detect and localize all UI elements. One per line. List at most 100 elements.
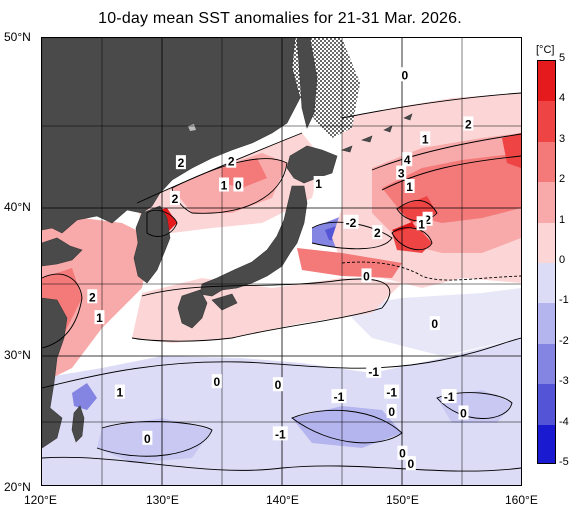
- contour-label: 2: [465, 117, 472, 131]
- lat-label-20n: 20°N: [4, 480, 31, 494]
- contour-label-bg: [114, 384, 125, 399]
- contour-label-bg: [429, 316, 440, 331]
- contour-label-bg: [87, 289, 98, 304]
- contour-label-bg: [384, 384, 400, 399]
- colorbar-segment: [538, 424, 555, 463]
- contour-label: 0: [235, 179, 242, 193]
- colorbar-tick-label: 1: [559, 213, 566, 226]
- contour-label: 3: [398, 167, 405, 181]
- contour-label-bg: [226, 153, 237, 168]
- colorbar-segment: [538, 303, 555, 344]
- colorbar-tick-label: 3: [559, 132, 566, 145]
- shikoku: [211, 293, 238, 311]
- contour-label: -2: [346, 216, 357, 230]
- colorbar-tick-label: 5: [559, 52, 566, 64]
- contour-label-bg: [402, 152, 413, 167]
- taiwan: [71, 405, 85, 443]
- colorbar-tick-label: 4: [559, 92, 566, 105]
- lon-label-130e: 130°E: [146, 493, 179, 507]
- contour-label-bg: [169, 190, 180, 205]
- colorbar-tick-label: 2: [559, 173, 566, 186]
- colorbar-segment: [538, 384, 555, 425]
- contour-label: 2: [374, 226, 381, 240]
- contour-label-bg: [458, 405, 469, 420]
- contour-label-bg: [416, 216, 427, 231]
- lat-label-50n: 50°N: [4, 30, 31, 44]
- sakhalin: [296, 38, 318, 129]
- contour-label-bg: [361, 268, 372, 283]
- contour-label-bg: [405, 456, 416, 471]
- contour-label: 2: [228, 155, 235, 169]
- kuril-islands: [341, 113, 413, 153]
- contour-label-bg: [211, 374, 222, 389]
- contour-label: 2: [178, 156, 185, 170]
- colorbar-tick-label: -4: [559, 415, 569, 428]
- kyushu: [177, 289, 208, 329]
- lat-label-30n: 30°N: [4, 348, 31, 362]
- contour-label: 0: [213, 375, 220, 389]
- land-masses: [42, 38, 413, 449]
- contour-label-bg: [94, 310, 105, 325]
- contour-label: 0: [363, 269, 370, 283]
- lon-label-120e: 120°E: [24, 493, 57, 507]
- china-coast: [42, 237, 83, 267]
- lon-label-140e: 140°E: [266, 493, 299, 507]
- contour-label-bg: [219, 177, 230, 192]
- colorbar-segment: [538, 262, 555, 304]
- contour-label: 1: [221, 179, 228, 193]
- contour-label-bg: [399, 67, 410, 82]
- hokkaido: [286, 145, 338, 184]
- contour-label-bg: [343, 214, 359, 229]
- contour-label: 0: [407, 457, 414, 471]
- colorbar: [537, 60, 556, 464]
- colorbar-segment: [538, 222, 555, 263]
- contour-label-bg: [313, 176, 324, 191]
- colorbar-tick-label: -5: [559, 456, 569, 468]
- map-title: 10-day mean SST anomalies for 21-31 Mar.…: [98, 10, 462, 27]
- korean-peninsula: [133, 205, 171, 284]
- contour-label: 2: [89, 290, 96, 304]
- contour-label-bg: [420, 131, 431, 146]
- graticule: [42, 38, 521, 485]
- colorbar-segment: [538, 61, 555, 102]
- contour-label: 0: [388, 405, 395, 419]
- contour-label: 1: [116, 386, 123, 400]
- contour-label: 2: [424, 213, 431, 227]
- colorbar-unit: [°C]: [536, 44, 555, 56]
- contour-label: 0: [431, 317, 438, 331]
- lon-label-160e: 160°E: [505, 493, 538, 507]
- colorbar-segment: [538, 141, 555, 183]
- contour-label: -1: [386, 386, 397, 400]
- contour-label-bg: [441, 389, 457, 404]
- contour-label: 2: [172, 192, 179, 206]
- asia-mainland: [42, 38, 301, 234]
- contour-label: 1: [422, 132, 429, 146]
- colorbar-tick-label: -3: [559, 375, 569, 388]
- contour-label-bg: [397, 445, 408, 460]
- colorbar-tick-label: -2: [559, 334, 569, 347]
- contour-label-bg: [233, 177, 244, 192]
- contour-label-bg: [142, 430, 153, 445]
- contour-label-bg: [366, 363, 382, 378]
- contour-label-bg: [331, 389, 347, 404]
- contour-label: 0: [275, 378, 282, 392]
- lat-label-40n: 40°N: [4, 200, 31, 214]
- contour-label-bg: [272, 377, 283, 392]
- colorbar-segment: [538, 101, 555, 142]
- honshu: [199, 185, 308, 297]
- contour-label-bg: [372, 225, 383, 240]
- china-south: [42, 297, 68, 449]
- contour-label-bg: [404, 179, 415, 193]
- contour-label: 4: [404, 153, 411, 167]
- contour-label: 0: [401, 68, 408, 82]
- contour-label-bg: [396, 165, 407, 180]
- contour-label-bg: [463, 116, 474, 131]
- contour-label-bg: [386, 403, 397, 418]
- contour-label: 0: [460, 406, 467, 420]
- contour-label: 0: [399, 447, 406, 461]
- contour-label-bg: [175, 155, 186, 170]
- colorbar-tick-label: -1: [559, 294, 569, 307]
- contour-label: 1: [315, 177, 322, 191]
